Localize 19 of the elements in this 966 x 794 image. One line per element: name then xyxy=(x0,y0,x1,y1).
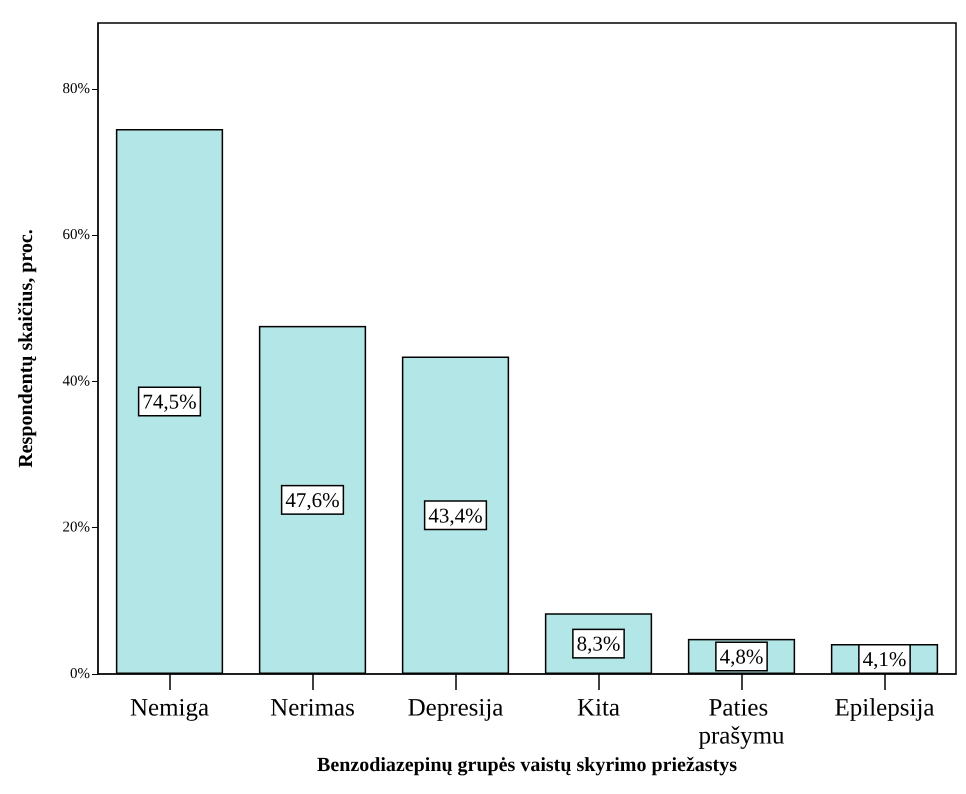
data-label: 8,3% xyxy=(576,632,620,656)
x-tick-label: Paties prašymu xyxy=(698,694,786,750)
x-tick-label: Nerimas xyxy=(270,694,355,722)
data-label: 4,8% xyxy=(720,644,764,668)
y-axis-title: Respondentų skaičius, proc. xyxy=(15,229,37,468)
x-tick-label: Nemiga xyxy=(130,694,210,722)
data-label: 74,5% xyxy=(142,390,197,414)
y-tick-label: 60% xyxy=(62,227,90,244)
x-tick-label: Kita xyxy=(576,694,620,722)
x-tick-label: Depresija xyxy=(408,694,504,722)
x-axis-title: Benzodiazepinų grupės vaistų skyrimo priežastys xyxy=(316,754,738,776)
data-label: 47,6% xyxy=(285,488,340,512)
y-tick-label: 20% xyxy=(62,520,90,536)
data-label: 4,1% xyxy=(862,647,906,672)
data-label: 43,4% xyxy=(428,503,483,528)
x-tick-label: Epilepsija xyxy=(834,694,934,722)
y-tick-label: 40% xyxy=(62,373,90,390)
y-tick-label: 80% xyxy=(62,80,90,97)
y-tick-label: 0% xyxy=(70,666,90,682)
